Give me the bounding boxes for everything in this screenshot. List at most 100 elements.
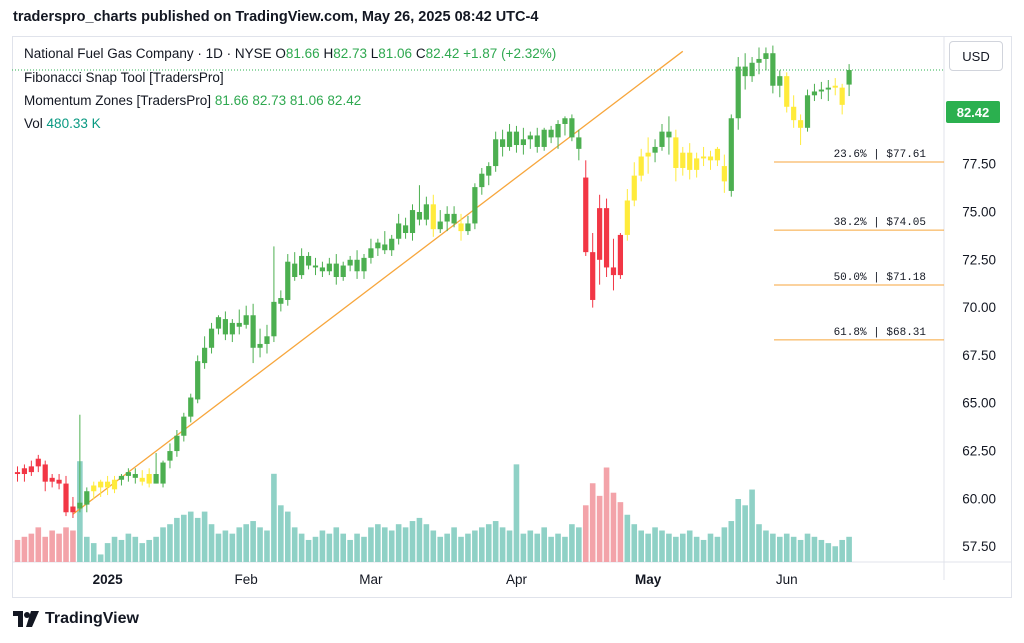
time-axis[interactable]: 2025 Feb Mar Apr May Jun	[93, 572, 798, 587]
volume-bar	[714, 536, 721, 562]
candle-body	[797, 120, 804, 128]
indicator-momentum-legend[interactable]: Momentum Zones [TradersPro] 81.66 82.73 …	[24, 93, 361, 108]
tradingview-logo-icon	[13, 611, 39, 627]
candle-body	[707, 156, 714, 161]
indicator-fib-legend[interactable]: Fibonacci Snap Tool [TradersPro]	[24, 70, 224, 85]
candle-body	[617, 234, 624, 276]
candle-body	[735, 66, 741, 119]
candle-body	[409, 210, 416, 234]
high-value: 82.73	[333, 46, 367, 61]
volume-bar	[229, 533, 236, 562]
volume-bar	[361, 536, 367, 562]
price-tick-label: 75.00	[962, 204, 996, 219]
candle-body	[181, 416, 187, 436]
volume-legend[interactable]: Vol 480.33 K	[24, 116, 101, 131]
candle-body	[195, 361, 201, 400]
volume-bar	[756, 524, 762, 562]
chart-frame	[12, 36, 1012, 598]
volume-bar	[506, 530, 513, 562]
candle-body	[347, 259, 353, 266]
symbol-legend[interactable]: National Fuel Gas Company · 1D · NYSE O 8…	[24, 46, 556, 61]
candlesticks	[14, 45, 852, 519]
volume-bar	[333, 527, 340, 562]
tradingview-logo[interactable]: TradingView	[13, 610, 139, 628]
volume-bar	[14, 539, 21, 562]
candle-body	[486, 166, 492, 176]
volume-bar	[63, 527, 69, 562]
volume-bar	[347, 539, 353, 562]
close-label: C	[415, 46, 426, 61]
volume-bar	[804, 533, 811, 562]
candle-body	[271, 301, 277, 337]
candle-body	[354, 259, 360, 272]
volume-bar	[271, 473, 277, 562]
candle-body	[208, 328, 215, 348]
candle-body	[687, 152, 693, 170]
publish-caption: traderspro_charts published on TradingVi…	[13, 9, 539, 25]
volume-bar	[645, 533, 651, 562]
volume-bar	[728, 521, 735, 562]
candle-body	[368, 248, 374, 258]
volume-bar	[160, 527, 166, 562]
volume-bar	[582, 505, 589, 562]
candle-body	[437, 221, 443, 230]
candle-body	[458, 223, 464, 232]
volume-bar	[797, 539, 804, 562]
volume-bar	[42, 536, 49, 562]
volume-bar	[153, 536, 159, 562]
volume-bar	[167, 524, 173, 562]
last-price-tag: 82.42	[946, 101, 1000, 123]
volume-bar	[250, 521, 256, 562]
volume-bar	[402, 527, 409, 562]
price-axis[interactable]: 57.50 60.00 62.50 65.00 67.50 70.00 72.50 75.00…	[962, 109, 996, 554]
volume-bar	[686, 530, 693, 562]
volume-bar	[770, 533, 776, 562]
volume-bar	[423, 524, 430, 562]
candle-body	[818, 89, 824, 92]
candle-body	[389, 238, 395, 251]
candle-body	[659, 131, 665, 147]
volume-bar	[492, 521, 499, 562]
volume-bar	[444, 533, 450, 562]
candle-body	[631, 175, 637, 201]
volume-bar	[291, 527, 298, 562]
candle-body	[846, 70, 852, 85]
candle-body	[811, 91, 818, 96]
candle-body	[728, 118, 734, 191]
candle-body	[680, 152, 686, 168]
volume-bar	[825, 543, 832, 562]
price-tick-label: 70.00	[962, 300, 996, 315]
low-value: 81.06	[378, 46, 413, 61]
price-grid	[12, 36, 1012, 580]
open-label: O	[275, 46, 286, 61]
volume-bar	[832, 546, 839, 562]
volume-bar	[278, 505, 284, 562]
volume-bar	[513, 464, 520, 562]
volume-bar	[735, 499, 742, 562]
candle-body	[35, 458, 41, 467]
volume-bar	[187, 511, 194, 562]
currency-button[interactable]: USD	[949, 41, 1003, 71]
candle-body	[576, 137, 582, 149]
volume-bar	[673, 536, 679, 562]
candle-body	[839, 87, 845, 105]
close-value: 82.42	[425, 46, 460, 61]
volume-bar	[679, 533, 686, 562]
volume-bar	[589, 483, 596, 562]
time-tick-label: Jun	[776, 572, 798, 587]
volume-value: 480.33 K	[46, 116, 101, 131]
volume-bar	[652, 527, 658, 562]
volume-label: Vol	[24, 116, 43, 131]
candle-body	[312, 265, 319, 268]
volume-bar	[749, 489, 755, 562]
volume-bar	[409, 521, 416, 562]
candle-body	[610, 267, 617, 276]
candle-body	[285, 261, 291, 300]
candle-body	[770, 53, 776, 86]
price-tick-label: 57.50	[962, 539, 996, 554]
volume-bar	[638, 530, 644, 562]
symbol-title: National Fuel Gas Company · 1D · NYSE	[24, 46, 272, 61]
candle-body	[645, 152, 651, 157]
candle-body	[118, 475, 125, 480]
